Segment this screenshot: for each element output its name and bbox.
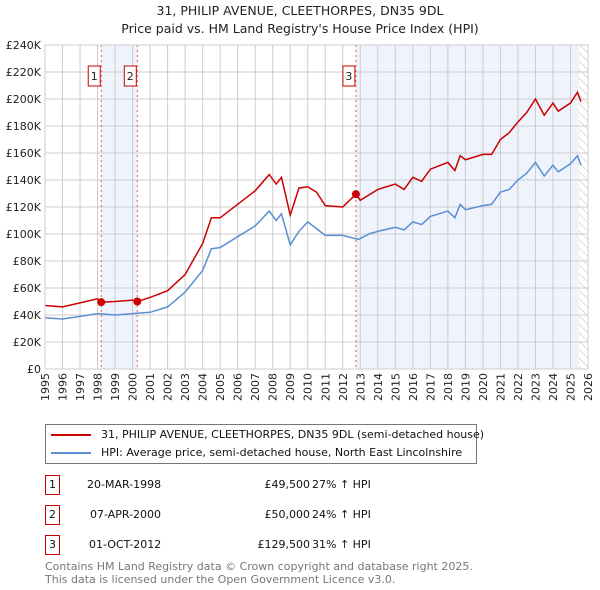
x-tick-label: 2003 — [179, 373, 192, 401]
x-tick-label: 2022 — [512, 373, 525, 401]
footer-line: This data is licensed under the Open Gov… — [45, 573, 396, 586]
x-tick-label: 2008 — [267, 373, 280, 401]
y-tick-label: £40K — [13, 309, 42, 322]
sale-label-box — [123, 65, 137, 87]
x-tick-label: 2004 — [197, 373, 210, 401]
plot-area: 1995 1996 1997 1998 1999 2000 2001 2002 2003 2004… — [6, 39, 595, 401]
x-tick-label: 2025 — [564, 373, 577, 401]
hpi-diff: 31% ↑ HPI — [312, 538, 371, 551]
x-tick-label: 2012 — [337, 373, 350, 401]
date: 01-OCT-2012 — [89, 538, 162, 551]
sale-label: 1 — [91, 70, 98, 83]
x-tick-label: 2000 — [127, 373, 140, 401]
legend: 31, PHILIP AVENUE, CLEETHORPES, DN35 9DL… — [45, 424, 484, 464]
x-tick-label: 1999 — [109, 373, 122, 401]
sale-label: 3 — [345, 70, 352, 83]
x-tick-label: 2015 — [389, 373, 402, 401]
date: 07-APR-2000 — [90, 508, 162, 521]
sale-point — [97, 298, 106, 307]
y-tick-label: £100K — [6, 228, 42, 241]
legend-label-property: 31, PHILIP AVENUE, CLEETHORPES, DN35 9DL… — [101, 428, 485, 441]
y-tick-label: £20K — [13, 336, 42, 349]
x-tick-label: 2011 — [319, 373, 332, 401]
x-tick-label: 1998 — [92, 373, 105, 401]
y-tick-label: £160K — [6, 147, 42, 160]
y-tick-label: £140K — [6, 174, 42, 187]
x-tick-label: 2010 — [302, 373, 315, 401]
chart-subtitle: Price paid vs. HM Land Registry's House … — [121, 21, 479, 36]
legend-label-hpi: HPI: Average price, semi-detached house,… — [101, 446, 463, 459]
x-tick-label: 2023 — [529, 373, 542, 401]
date: 20-MAR-1998 — [87, 478, 162, 491]
x-tick-label: 2009 — [284, 373, 297, 401]
price: £129,500 — [257, 538, 311, 551]
x-tick-label: 2014 — [372, 373, 385, 401]
x-tick-label: 2018 — [442, 373, 455, 401]
plot-border — [44, 44, 589, 370]
chart-title: 31, PHILIP AVENUE, CLEETHORPES, DN35 9DL — [156, 3, 444, 18]
series-line — [44, 90, 582, 308]
transaction-row: 3 01-OCT-2012 £129,500 31% ↑ HPI — [45, 535, 445, 555]
series-line — [44, 154, 582, 320]
x-tick-label: 2019 — [459, 373, 472, 401]
y-tick-label: £60K — [13, 282, 42, 295]
sale-point — [351, 190, 360, 199]
x-tick-label: 2001 — [144, 373, 157, 401]
x-tick-label: 2007 — [249, 373, 262, 401]
marker-badge: 2 — [45, 505, 60, 525]
price: £50,000 — [264, 508, 311, 521]
x-tick-label: 2016 — [407, 373, 420, 401]
y-tick-label: £220K — [6, 66, 42, 79]
legend-swatch-property — [51, 434, 91, 436]
y-tick-label: £180K — [6, 120, 42, 133]
y-tick-label: £80K — [13, 255, 42, 268]
x-tick-label: 2026 — [582, 373, 595, 401]
x-tick-label: 2002 — [162, 373, 175, 401]
footer-line: Contains HM Land Registry data © Crown c… — [45, 560, 473, 573]
x-tick-label: 1995 — [39, 373, 52, 401]
legend-swatch-hpi — [51, 452, 91, 454]
y-tick-label: £0 — [27, 363, 41, 376]
x-tick-label: 1996 — [57, 373, 70, 401]
transaction-row: 2 07-APR-2000 £50,000 24% ↑ HPI — [45, 505, 445, 525]
transaction-row: 1 20-MAR-1998 £49,500 27% ↑ HPI — [45, 475, 445, 495]
price: £49,500 — [264, 478, 311, 491]
y-tick-label: £200K — [6, 93, 42, 106]
x-tick-label: 1997 — [74, 373, 87, 401]
sale-point — [133, 297, 142, 306]
x-tick-label: 2017 — [424, 373, 437, 401]
marker-badge: 1 — [45, 475, 60, 495]
footer: Contains HM Land Registry data © Crown c… — [45, 560, 473, 586]
x-tick-label: 2021 — [494, 373, 507, 401]
x-tick-label: 2006 — [232, 373, 245, 401]
y-tick-label: £120K — [6, 201, 42, 214]
sale-label-box — [87, 65, 101, 87]
hpi-diff: 24% ↑ HPI — [312, 508, 371, 521]
x-tick-label: 2005 — [214, 373, 227, 401]
x-tick-label: 2024 — [547, 373, 560, 401]
x-tick-label: 2013 — [354, 373, 367, 401]
marker-badge: 3 — [45, 535, 60, 555]
hpi-diff: 27% ↑ HPI — [312, 478, 371, 491]
x-tick-label: 2020 — [477, 373, 490, 401]
sale-label-box — [342, 65, 356, 87]
y-tick-label: £240K — [6, 39, 42, 52]
sale-label: 2 — [127, 70, 134, 83]
